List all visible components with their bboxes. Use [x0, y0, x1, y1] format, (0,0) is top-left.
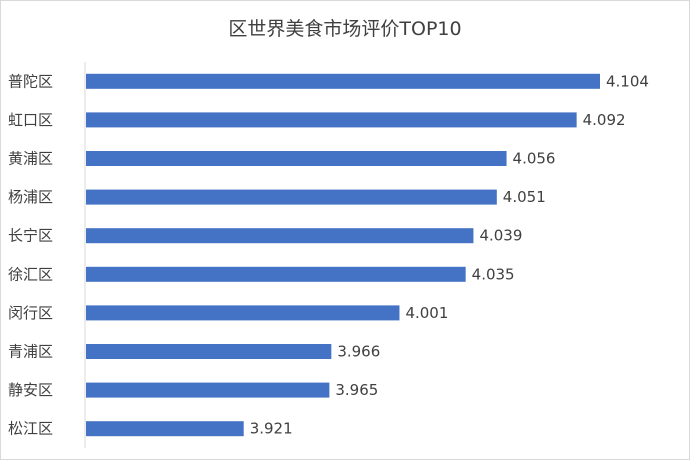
- value-label: 4.092: [583, 111, 626, 129]
- bar: [86, 151, 507, 166]
- category-label: 长宁区: [8, 227, 53, 245]
- value-label: 4.056: [513, 150, 556, 168]
- category-label: 闵行区: [8, 304, 53, 322]
- bar: [86, 344, 332, 359]
- value-label: 4.035: [472, 265, 515, 283]
- bar: [86, 266, 466, 282]
- bar: [86, 421, 244, 437]
- category-label: 松江区: [8, 420, 53, 438]
- value-label: 3.965: [335, 381, 378, 399]
- category-label: 徐汇区: [8, 265, 53, 283]
- value-label: 4.001: [405, 304, 448, 322]
- bar: [86, 228, 474, 244]
- category-label: 杨浦区: [8, 188, 53, 206]
- value-label: 4.104: [606, 72, 649, 90]
- bar: [86, 305, 400, 321]
- category-label: 虹口区: [8, 111, 53, 129]
- category-label: 普陀区: [8, 72, 53, 90]
- value-label: 4.039: [479, 227, 522, 245]
- category-label: 黄浦区: [8, 150, 53, 168]
- bar: [86, 189, 497, 205]
- value-label: 3.921: [250, 420, 293, 438]
- category-label: 静安区: [8, 381, 53, 399]
- chart-title: 区世界美食市场评价TOP10: [228, 18, 462, 40]
- bars-layer: 普陀区 4.104 虹口区 4.092 黄浦区 4.056 杨浦区 4.051 长宁区 4.039…: [8, 72, 649, 437]
- value-label: 3.966: [337, 343, 380, 361]
- value-label: 4.051: [503, 188, 546, 206]
- category-label: 青浦区: [8, 343, 53, 361]
- bar: [86, 73, 600, 89]
- bar: [86, 112, 577, 128]
- bar: [86, 382, 330, 398]
